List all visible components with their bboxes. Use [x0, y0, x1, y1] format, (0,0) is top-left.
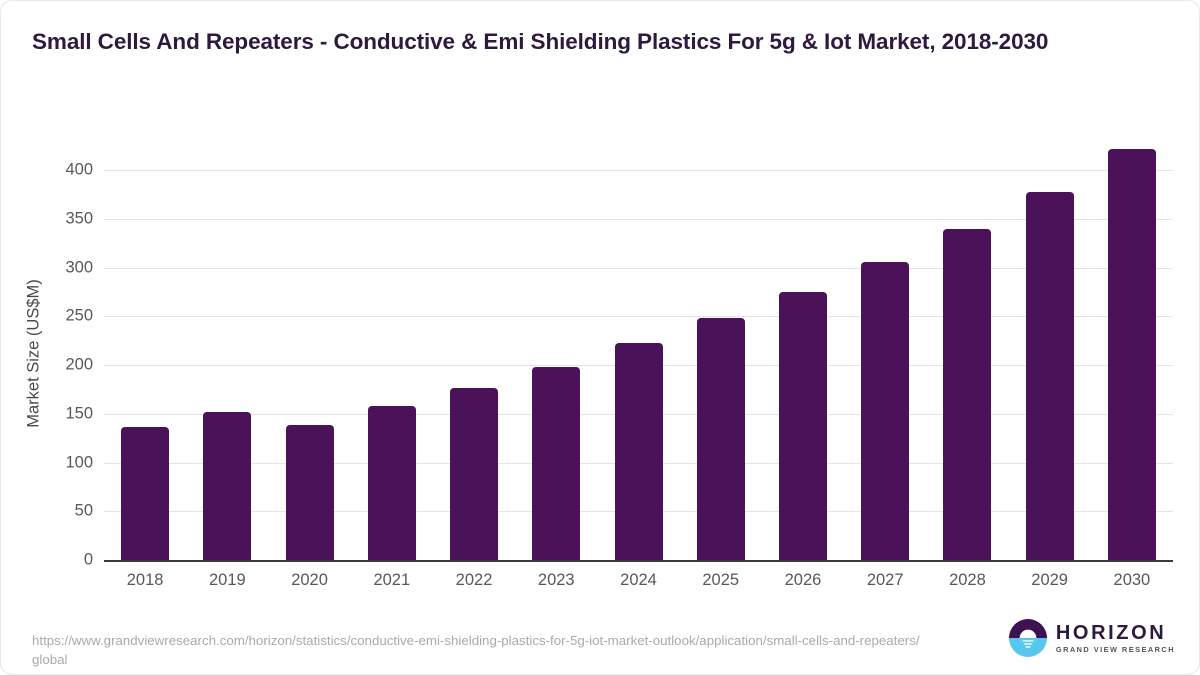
logo-wordmark: HORIZON [1055, 621, 1167, 644]
horizon-logo-mark-icon [1008, 619, 1047, 657]
bar[interactable] [203, 411, 252, 560]
x-tick-label: 2022 [455, 571, 493, 589]
x-tick-label: 2026 [784, 571, 822, 589]
x-tick-label: 2019 [208, 571, 246, 589]
y-tick-label: 400 [65, 160, 93, 179]
bar[interactable] [778, 292, 827, 560]
bar[interactable] [285, 424, 334, 560]
bar[interactable] [696, 318, 745, 560]
x-tick-label: 2020 [291, 571, 328, 589]
y-axis-tick-labels: 0 50 100 150 200 250 300 350 400 [1, 1, 93, 674]
x-tick-label: 2030 [1113, 571, 1151, 589]
gridline [104, 218, 1173, 220]
bar[interactable] [532, 367, 581, 560]
x-axis-line [104, 560, 1173, 562]
y-tick-label: 50 [74, 501, 93, 520]
x-tick-label: 2021 [373, 571, 411, 589]
bars-layer [104, 141, 1173, 560]
bar[interactable] [861, 261, 910, 560]
logo-tagline: GRAND VIEW RESEARCH [1055, 644, 1175, 654]
x-tick-label: 2023 [537, 571, 575, 589]
y-tick-label: 350 [65, 209, 93, 228]
y-tick-label: 200 [65, 355, 93, 374]
bar[interactable] [943, 228, 992, 560]
x-tick-label: 2018 [126, 571, 164, 589]
horizon-logo: HORIZON GRAND VIEW RESEARCH [1008, 619, 1175, 657]
gridline [104, 316, 1173, 318]
gridline [104, 170, 1173, 172]
bar[interactable] [367, 406, 416, 560]
y-tick-label: 0 [83, 550, 93, 569]
bar[interactable] [121, 427, 170, 560]
x-tick-label: 2029 [1031, 571, 1068, 589]
bar[interactable] [614, 342, 663, 560]
horizon-logo-text: HORIZON GRAND VIEW RESEARCH [1056, 623, 1175, 653]
y-tick-label: 300 [65, 258, 93, 277]
x-tick-label: 2024 [620, 571, 657, 589]
bar[interactable] [1107, 148, 1156, 560]
y-tick-label: 150 [65, 404, 93, 423]
source-url[interactable]: https://www.grandviewresearch.com/horizo… [32, 633, 920, 667]
bar[interactable] [1025, 191, 1074, 560]
x-axis-tick-labels: 2018 2019 2020 2021 2022 2023 2024 2025 2026 2027… [104, 571, 1173, 601]
page-title: Small Cells And Repeaters - Conductive &… [32, 29, 1049, 54]
y-tick-label: 250 [65, 306, 93, 325]
y-tick-label: 100 [65, 453, 93, 472]
gridline [104, 267, 1173, 269]
x-tick-label: 2027 [866, 571, 904, 589]
y-axis-title: Market Size (US$M) [24, 279, 43, 428]
bar[interactable] [450, 387, 499, 560]
x-tick-label: 2028 [949, 571, 986, 589]
x-tick-label: 2025 [702, 571, 740, 589]
